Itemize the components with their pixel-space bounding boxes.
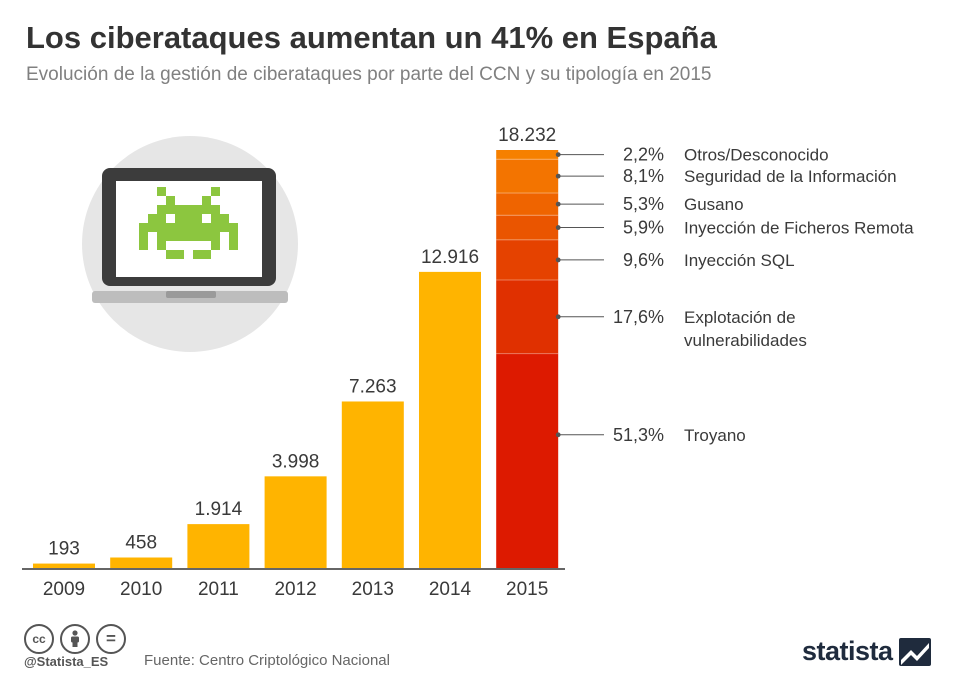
x-tick-2015: 2015: [506, 579, 548, 600]
segment-percent-5: 8,1%: [623, 166, 664, 186]
segment-label-6: Otros/Desconocido: [684, 146, 829, 165]
laptop-notch: [166, 291, 216, 298]
x-tick-2011: 2011: [198, 579, 239, 600]
x-tick-2010: 2010: [120, 579, 162, 600]
segment-percent-6: 2,2%: [623, 145, 664, 165]
statista-logo[interactable]: statista: [802, 636, 931, 667]
segment-label-1-line1: vulnerabilidades: [684, 331, 807, 350]
value-label-2010: 458: [125, 532, 157, 553]
leader-dot-0: [555, 432, 561, 438]
space-invader-icon: [139, 187, 238, 259]
x-tick-2009: 2009: [43, 579, 85, 600]
x-tick-2014: 2014: [429, 579, 472, 600]
bar-2014: [419, 271, 481, 568]
license-icons: cc =: [24, 624, 126, 654]
segment-label-5: Seguridad de la Información: [684, 167, 897, 186]
segment-label-2: Inyección SQL: [684, 251, 795, 270]
x-tick-2012: 2012: [274, 579, 316, 600]
segment-4: [496, 193, 559, 216]
leader-dot-4: [555, 201, 561, 207]
chart-subtitle: Evolución de la gestión de ciberataques …: [26, 64, 712, 85]
bar-2013: [341, 401, 404, 568]
statista-handle[interactable]: @Statista_ES: [24, 654, 109, 669]
nd-icon[interactable]: =: [96, 624, 126, 654]
segment-label-1: Explotación de: [684, 308, 796, 327]
segment-percent-1: 17,6%: [613, 307, 664, 327]
value-label-2012: 3.998: [272, 451, 320, 472]
value-label-2011: 1.914: [195, 499, 243, 520]
leader-dot-1: [555, 314, 561, 320]
chart-title: Los ciberataques aumentan un 41% en Espa…: [26, 20, 717, 55]
by-icon[interactable]: [60, 624, 90, 654]
statista-logo-icon: [898, 637, 931, 666]
segment-0: [496, 353, 559, 568]
value-label-2015: 18.232: [498, 125, 556, 146]
bar-2009: [33, 563, 95, 568]
x-tick-2013: 2013: [352, 579, 394, 600]
cc-icon[interactable]: cc: [24, 624, 54, 654]
segment-percent-4: 5,3%: [623, 194, 664, 214]
segment-percent-2: 9,6%: [623, 250, 664, 270]
leader-dot-3: [555, 225, 561, 230]
segment-label-4: Gusano: [684, 195, 744, 214]
segment-label-3: Inyección de Ficheros Remota: [684, 219, 914, 238]
bar-2010: [110, 557, 173, 568]
segment-label-0: Troyano: [684, 426, 746, 445]
leader-dot-6: [555, 152, 561, 157]
segment-1: [496, 279, 559, 354]
segment-percent-0: 51,3%: [613, 425, 664, 445]
value-label-2013: 7.263: [349, 376, 397, 397]
bar-2011: [187, 524, 250, 568]
leader-dot-2: [555, 257, 561, 263]
value-label-2014: 12.916: [421, 247, 479, 268]
statista-brand-text: statista: [802, 636, 893, 666]
bar-2012: [264, 476, 327, 568]
segment-6: [496, 150, 559, 160]
source-note: Fuente: Centro Criptológico Nacional: [144, 652, 390, 669]
segment-percent-3: 5,9%: [623, 218, 664, 238]
leader-dot-5: [555, 173, 561, 179]
segment-2: [496, 239, 559, 280]
segment-3: [496, 215, 559, 240]
segment-5: [496, 159, 559, 194]
laptop-illustration: [82, 136, 298, 352]
value-label-2009: 193: [48, 539, 80, 560]
